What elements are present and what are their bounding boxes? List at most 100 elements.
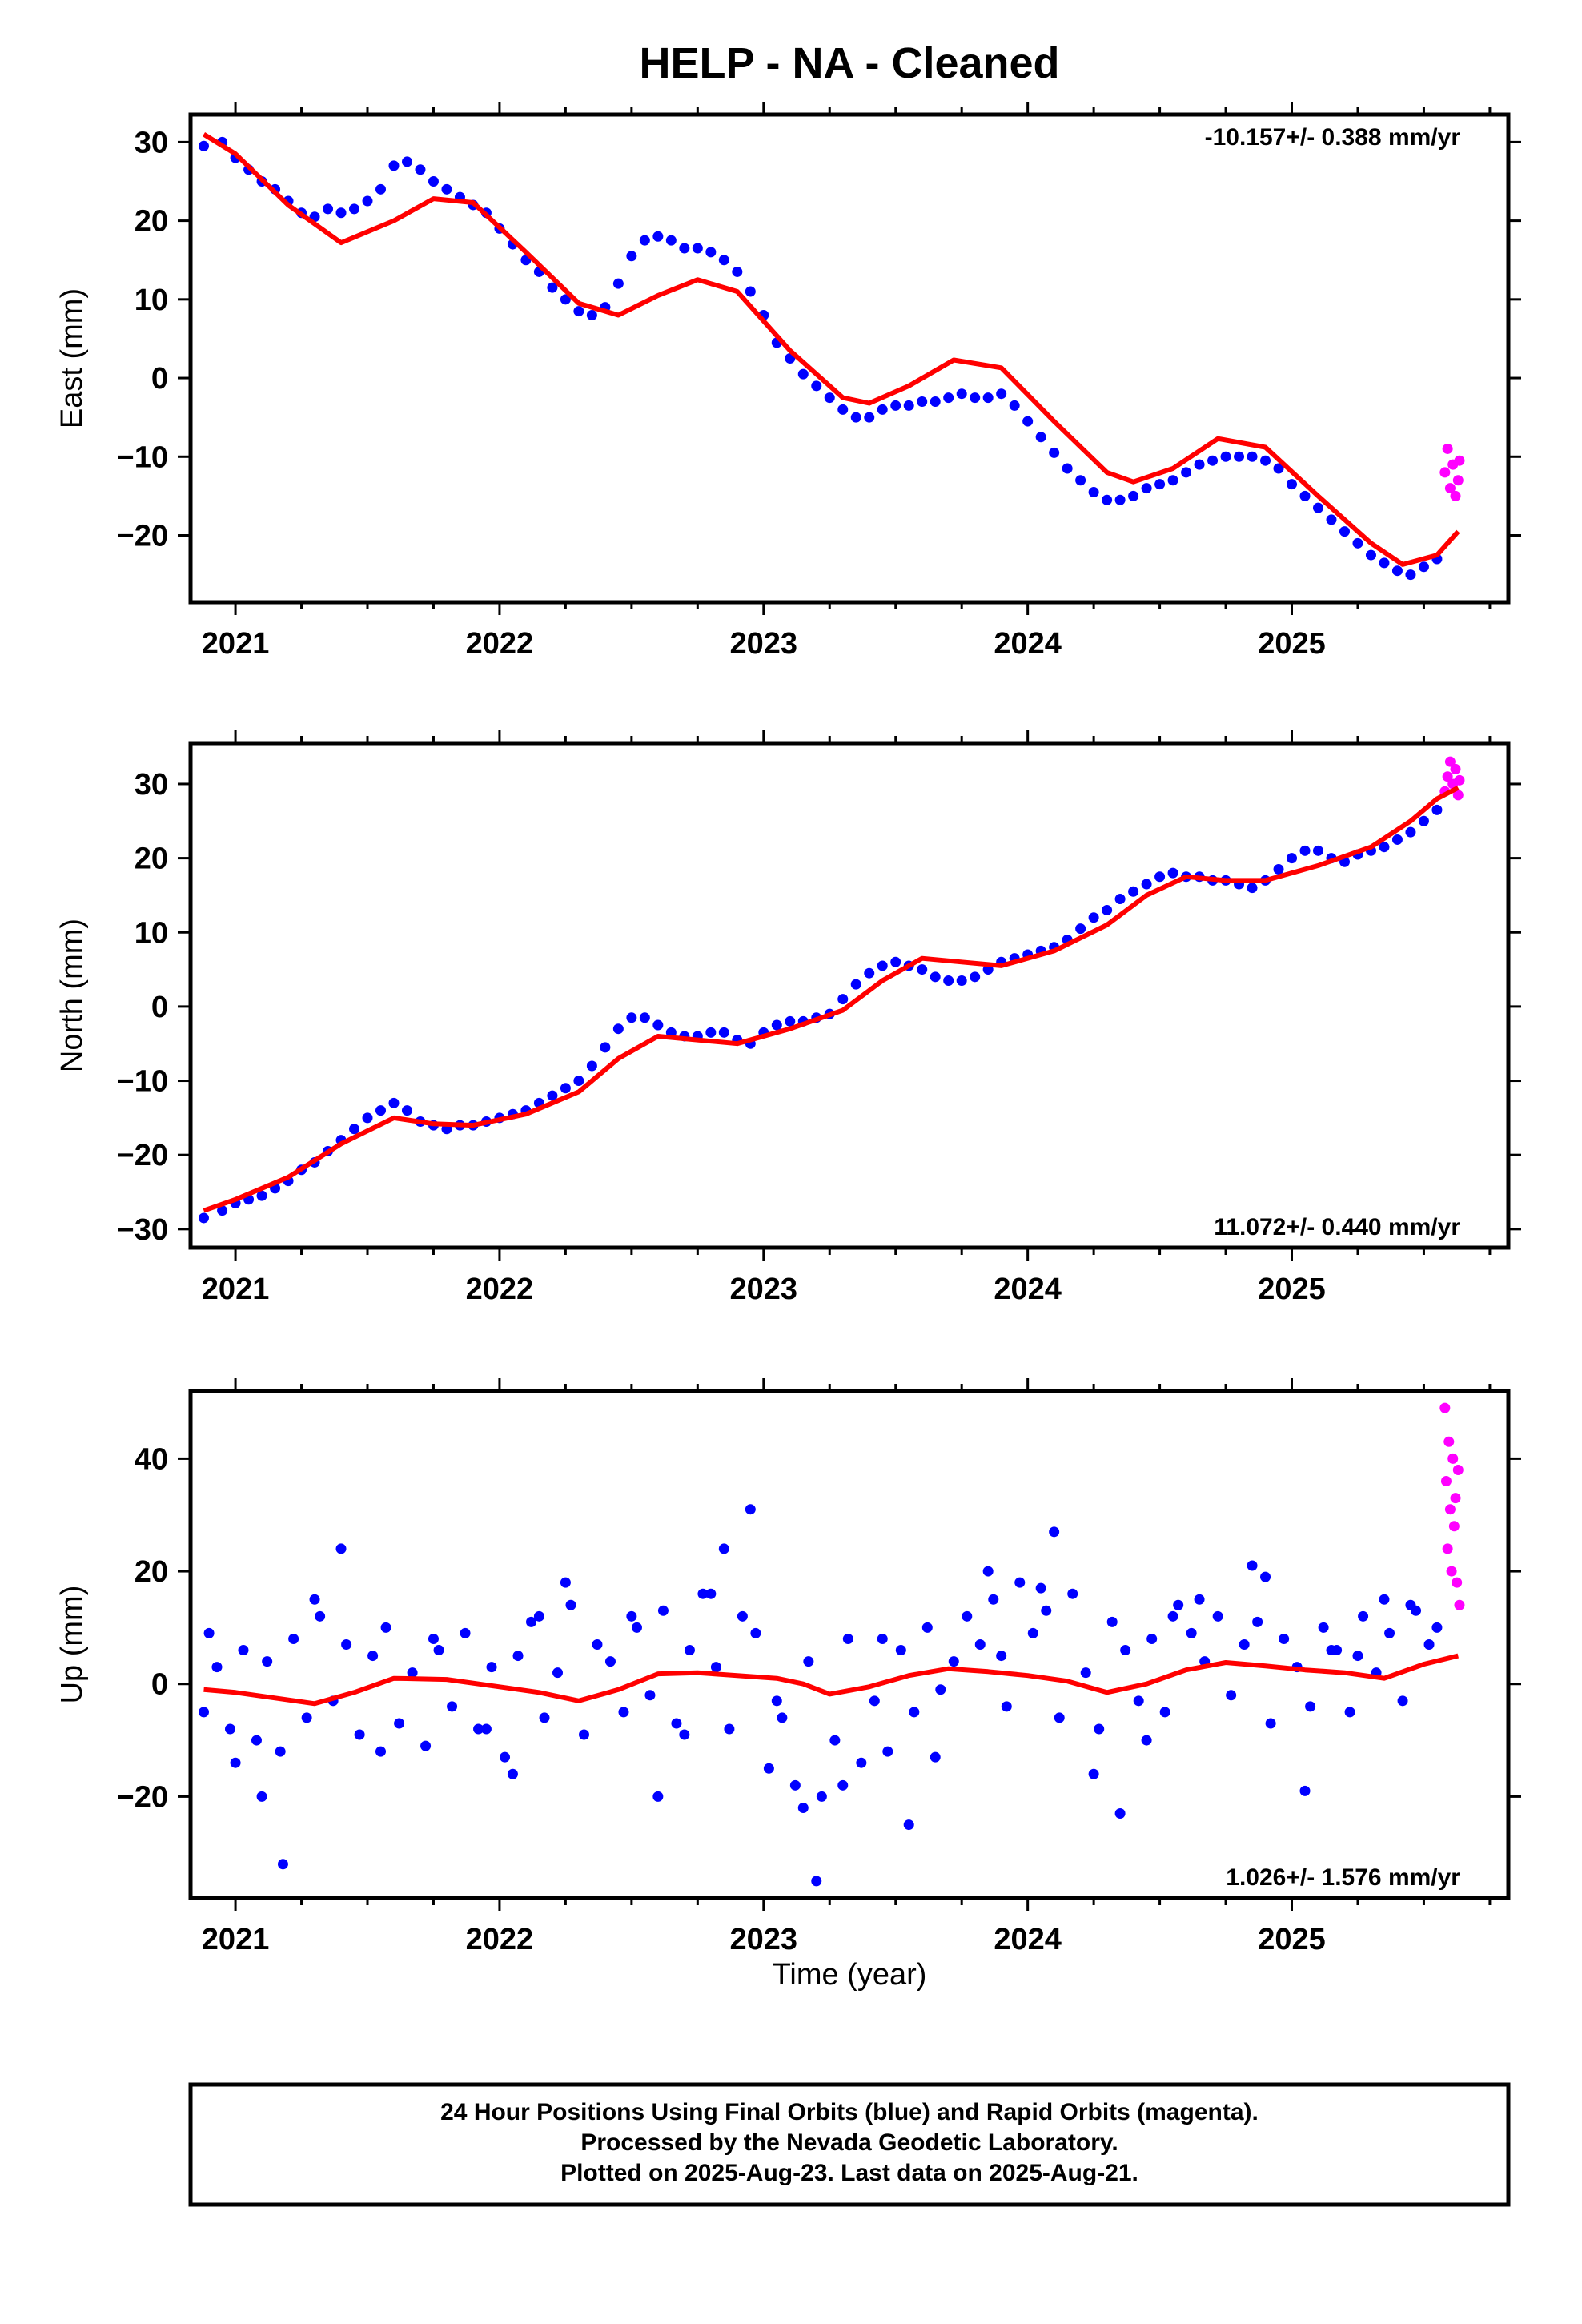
east-y-tick-label: 0	[151, 362, 168, 396]
north-final-orbit-point	[375, 1105, 386, 1116]
up-final-orbit-point	[1431, 1622, 1443, 1633]
east-final-orbit-point	[1326, 514, 1337, 525]
up-final-orbit-point	[380, 1622, 391, 1633]
east-final-orbit-point	[1405, 569, 1416, 581]
up-final-orbit-point	[856, 1757, 867, 1768]
north-x-tick-label: 2021	[202, 1273, 270, 1306]
east-final-orbit-point	[745, 286, 756, 297]
north-final-orbit-point	[1391, 834, 1403, 845]
up-final-orbit-point	[1252, 1616, 1263, 1627]
up-rate-label: 1.026+/- 1.576 mm/yr	[1226, 1864, 1460, 1891]
up-final-orbit-point	[1344, 1707, 1355, 1718]
east-rapid-orbit-point	[1444, 483, 1456, 494]
east-final-orbit-point	[824, 392, 835, 404]
east-final-orbit-point	[1075, 475, 1086, 486]
up-final-orbit-point	[1067, 1588, 1078, 1599]
up-final-orbit-point	[724, 1723, 735, 1735]
up-final-orbit-point	[604, 1656, 616, 1667]
up-final-orbit-point	[803, 1656, 814, 1667]
north-y-tick-label: 0	[151, 991, 168, 1024]
north-final-orbit-point	[1418, 815, 1429, 826]
up-y-tick-label: −20	[117, 1780, 168, 1814]
east-y-tick-label: −10	[117, 440, 168, 474]
up-final-orbit-point	[1305, 1701, 1316, 1712]
north-final-orbit-point	[198, 1212, 209, 1224]
up-final-orbit-point	[996, 1651, 1007, 1662]
east-final-orbit-point	[811, 380, 822, 392]
up-final-orbit-point	[626, 1610, 637, 1622]
north-final-orbit-point	[943, 975, 954, 986]
up-final-orbit-point	[309, 1594, 320, 1605]
up-final-orbit-point	[1405, 1599, 1416, 1610]
east-final-orbit-point	[612, 278, 624, 289]
north-final-orbit-point	[639, 1012, 650, 1023]
up-final-orbit-point	[1279, 1633, 1290, 1644]
east-y-axis-label: East (mm)	[55, 288, 89, 428]
up-final-orbit-point	[203, 1627, 215, 1638]
north-final-orbit-point	[850, 979, 861, 990]
east-final-orbit-point	[1299, 490, 1311, 501]
north-x-tick-label: 2023	[730, 1273, 798, 1306]
east-final-orbit-point	[1365, 549, 1376, 561]
up-final-orbit-point	[1027, 1627, 1038, 1638]
north-final-orbit-point	[612, 1023, 624, 1035]
north-final-orbit-point	[1141, 879, 1152, 890]
north-final-orbit-point	[349, 1124, 360, 1135]
north-y-tick-label: 30	[135, 768, 168, 802]
east-final-orbit-point	[1287, 479, 1298, 490]
up-final-orbit-point	[750, 1627, 761, 1638]
east-final-orbit-point	[1049, 447, 1060, 458]
up-final-orbit-point	[1120, 1645, 1131, 1656]
east-final-orbit-point	[428, 175, 439, 187]
east-y-tick-label: 20	[135, 205, 168, 239]
up-final-orbit-point	[837, 1779, 849, 1791]
up-final-orbit-point	[718, 1543, 729, 1554]
up-final-orbit-point	[684, 1645, 695, 1656]
up-final-orbit-point	[256, 1791, 267, 1802]
east-model-curve	[202, 132, 1460, 567]
east-final-orbit-point	[890, 400, 901, 411]
east-x-tick-label: 2024	[994, 627, 1062, 661]
up-final-orbit-point	[657, 1605, 669, 1616]
footer-box: 24 Hour Positions Using Final Orbits (bl…	[188, 2082, 1511, 2207]
up-final-orbit-point	[1358, 1610, 1369, 1622]
up-y-tick-label: 0	[151, 1668, 168, 1702]
up-y-tick-label: 40	[135, 1442, 168, 1476]
up-final-orbit-point	[500, 1751, 511, 1763]
panel-east: 2021 2022 2023 2024 2025 −20 −10 0 10 20 30 East (m…	[55, 102, 1521, 661]
up-rapid-orbit-point	[1447, 1453, 1459, 1464]
north-final-orbit-point	[600, 1042, 611, 1053]
east-final-orbit-point	[388, 160, 400, 171]
north-rate-label: 11.072+/- 0.440 mm/yr	[1214, 1214, 1460, 1240]
up-final-orbit-point	[935, 1684, 946, 1695]
up-model-curve	[203, 1653, 1460, 1707]
north-final-orbit-point	[626, 1012, 637, 1023]
north-final-orbit-point	[864, 967, 875, 979]
up-final-orbit-point	[930, 1751, 941, 1763]
east-final-orbit-point	[652, 231, 664, 242]
up-final-orbit-point	[275, 1746, 286, 1757]
east-final-orbit-point	[996, 388, 1007, 400]
north-x-tick-label: 2025	[1258, 1273, 1326, 1306]
up-final-orbit-point	[1014, 1577, 1026, 1588]
up-final-orbit-point	[1212, 1610, 1223, 1622]
x-axis-label: Time (year)	[773, 1958, 927, 1992]
east-final-orbit-point	[441, 183, 452, 195]
north-final-orbit-point	[785, 1015, 796, 1027]
east-final-orbit-point	[560, 294, 571, 305]
east-final-orbit-point	[970, 392, 981, 404]
east-final-orbit-point	[1207, 455, 1219, 466]
up-final-orbit-point	[301, 1712, 312, 1723]
up-final-orbit-point	[211, 1662, 223, 1673]
up-final-orbit-point	[262, 1656, 273, 1667]
up-final-orbit-point	[367, 1651, 379, 1662]
up-final-orbit-point	[460, 1627, 471, 1638]
up-final-orbit-point	[797, 1802, 809, 1813]
east-final-orbit-point	[1009, 400, 1020, 411]
north-final-orbit-point	[652, 1019, 664, 1031]
north-y-tick-label: −10	[117, 1065, 168, 1099]
east-final-orbit-point	[1234, 451, 1245, 462]
up-final-orbit-point	[789, 1779, 801, 1791]
east-final-orbit-point	[639, 235, 650, 246]
east-final-orbit-point	[837, 404, 849, 415]
